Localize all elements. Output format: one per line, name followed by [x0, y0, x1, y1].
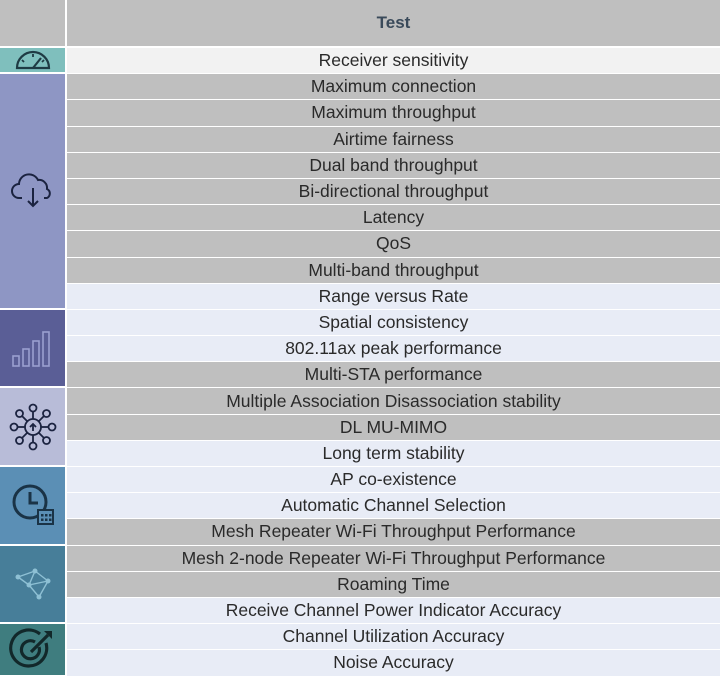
category-cell-accuracy	[0, 624, 67, 677]
test-row-dl-mu-mimo: DL MU-MIMO	[67, 414, 720, 441]
test-row-mesh-2node-repeater-throughput: Mesh 2-node Repeater Wi-Fi Throughput Pe…	[67, 545, 720, 572]
category-cell-mesh	[0, 545, 67, 625]
category-cell-stability	[0, 467, 67, 546]
test-row-rcpi-accuracy: Receive Channel Power Indicator Accuracy	[67, 597, 720, 625]
icon-column-header	[0, 0, 67, 48]
category-cell-speed	[0, 48, 67, 75]
test-row-dual-band-throughput: Dual band throughput	[67, 152, 720, 179]
test-row-automatic-channel-selection: Automatic Channel Selection	[67, 493, 720, 520]
test-row-airtime-fairness: Airtime fairness	[67, 126, 720, 153]
test-row-roaming-time: Roaming Time	[67, 571, 720, 598]
test-row-latency: Latency	[67, 205, 720, 232]
clock-calendar-icon	[12, 484, 54, 526]
test-row-receiver-sensitivity: Receiver sensitivity	[67, 48, 720, 75]
test-row-spatial-consistency: Spatial consistency	[67, 309, 720, 337]
test-row-bidirectional-throughput: Bi-directional throughput	[67, 178, 720, 206]
target-arrow-icon	[8, 628, 52, 668]
test-row-qos: QoS	[67, 231, 720, 258]
test-row-noise-accuracy: Noise Accuracy	[67, 650, 720, 677]
mesh-network-icon	[15, 568, 50, 600]
test-row-multi-band-throughput: Multi-band throughput	[67, 257, 720, 284]
test-row-long-term-stability: Long term stability	[67, 440, 720, 467]
test-row-range-versus-rate: Range versus Rate	[67, 283, 720, 310]
category-cell-range	[0, 309, 67, 389]
test-row-mesh-repeater-throughput: Mesh Repeater Wi-Fi Throughput Performan…	[67, 519, 720, 546]
test-row-maximum-throughput: Maximum throughput	[67, 100, 720, 127]
speedometer-icon	[15, 50, 50, 70]
test-row-multi-sta-performance: Multi-STA performance	[67, 362, 720, 389]
test-row-ap-coexistence: AP co-existence	[67, 467, 720, 494]
signal-bars-icon	[11, 331, 50, 367]
category-cell-multi-sta	[0, 388, 67, 467]
test-row-maximum-connection: Maximum connection	[67, 74, 720, 101]
test-row-association-stability: Multiple Association Disassociation stab…	[67, 388, 720, 415]
test-row-channel-utilization-accuracy: Channel Utilization Accuracy	[67, 624, 720, 651]
test-row-80211ax-peak-performance: 802.11ax peak performance	[67, 336, 720, 363]
multi-station-network-icon	[9, 403, 56, 451]
cloud-download-icon	[10, 173, 51, 208]
category-cell-throughput	[0, 74, 67, 310]
test-column-header: Test	[67, 0, 720, 48]
